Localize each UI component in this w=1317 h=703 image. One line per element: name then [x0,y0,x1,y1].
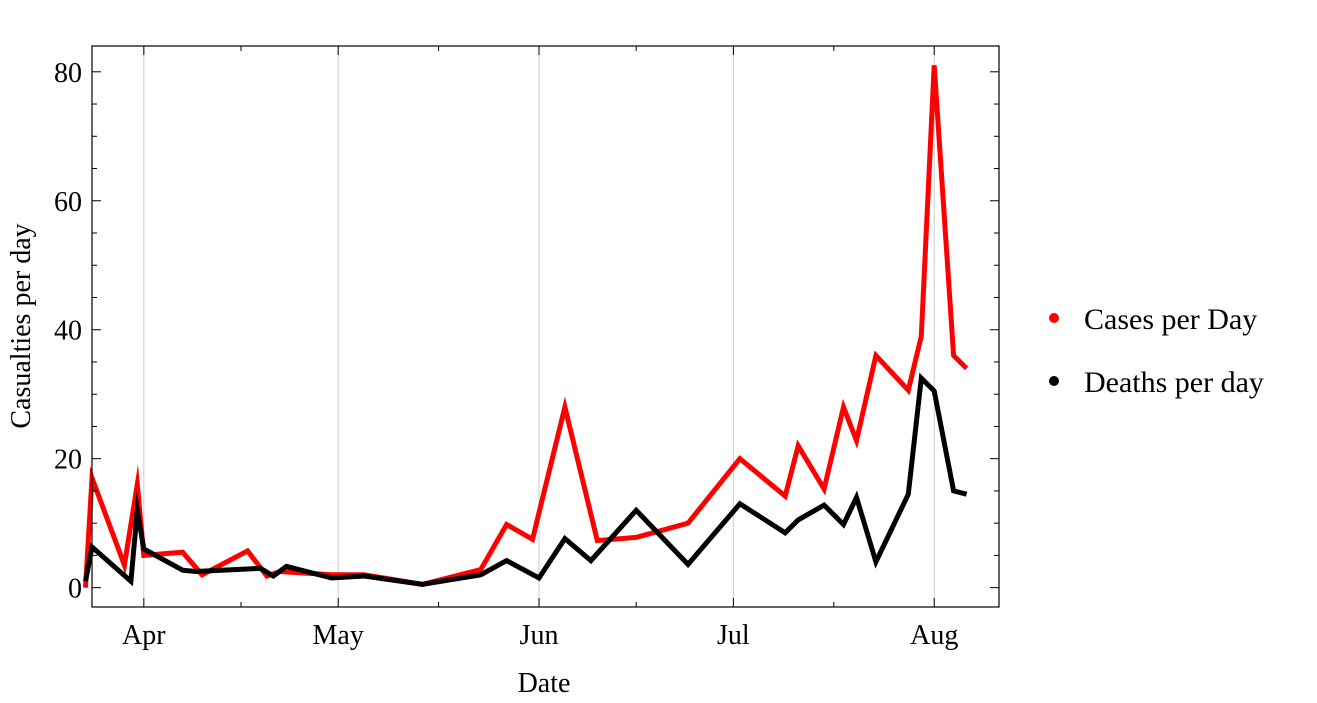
legend-marker-deaths [1049,376,1059,386]
series-line-cases [83,65,969,588]
x-tick-label: May [313,620,364,651]
x-tick-label: Jun [520,620,559,651]
legend-marker-cases [1049,313,1059,323]
series-line-deaths [83,372,968,587]
y-tick-label: 40 [54,316,82,347]
legend-label-deaths: Deaths per day [1084,366,1264,399]
x-tick-label: Apr [122,620,166,651]
y-tick-labels: 0 20 40 60 80 [54,58,82,605]
legend: Cases per Day Deaths per day [1049,303,1264,399]
y-tick-label: 20 [54,445,82,476]
x-tick-label: Jul [717,620,750,651]
y-axis-title: Casualties per day [6,223,37,428]
x-axis-title: Date [518,668,571,699]
x-tick-label: Aug [910,620,958,651]
legend-label-cases: Cases per Day [1084,303,1257,336]
axis-ticks [92,46,999,607]
series-layer [83,65,969,588]
y-tick-label: 0 [68,574,82,605]
y-tick-label: 60 [54,187,82,218]
plot-frame [91,45,1000,608]
x-tick-labels: Apr May Jun Jul Aug [122,620,958,651]
y-tick-label: 80 [54,58,82,89]
